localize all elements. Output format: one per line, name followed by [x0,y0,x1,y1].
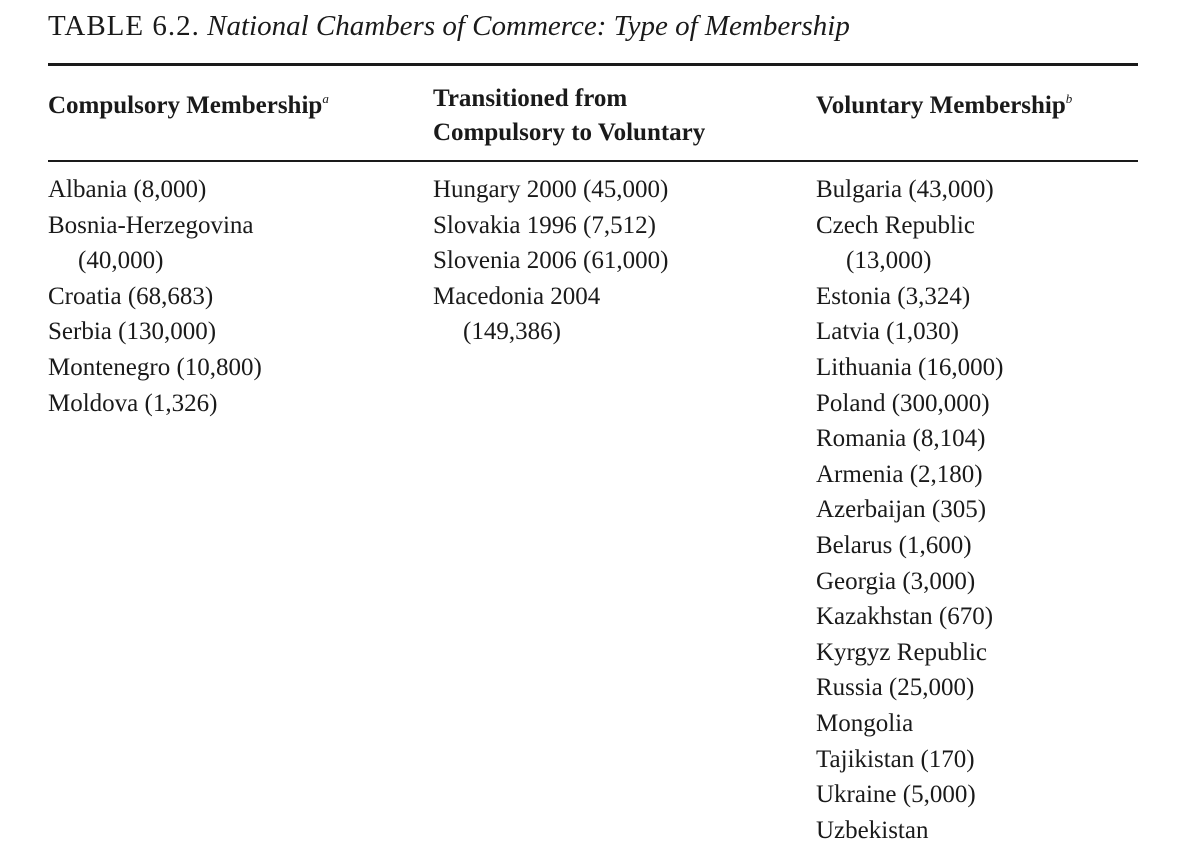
list-item: Bosnia-Herzegovina (40,000) [48,208,262,279]
top-rule [48,63,1138,66]
list-item: Belarus (1,600) [816,528,1003,564]
header-compulsory: Compulsory Membershipa [48,82,329,123]
item-text: Poland (300,000) [816,389,990,417]
list-item: Bulgaria (43,000) [816,172,1003,208]
item-text: Belarus (1,600) [816,531,972,559]
header-line: Voluntary Membershipb [816,91,1073,119]
table-title: TABLE 6.2. National Chambers of Commerce… [48,10,850,43]
item-text: Slovenia 2006 (61,000) [433,247,669,275]
item-text: Kyrgyz Republic [816,638,988,666]
list-item: Ukraine (5,000) [816,777,1003,813]
list-item: Slovakia 1996 (7,512) [433,208,668,244]
list-item: Estonia (3,324) [816,279,1003,315]
list-item: Serbia (130,000) [48,314,262,350]
item-text: Hungary 2000 (45,000) [433,176,669,203]
column-compulsory: Albania (8,000) Bosnia-Herzegovina (40,000… [48,172,262,421]
list-item: Georgia (3,000) [816,564,1003,600]
item-text: Slovakia 1996 (7,512) [433,211,656,239]
header-line: Compulsory Membershipa [48,91,329,119]
item-text: Bulgaria (43,000) [816,176,994,203]
list-item: Uzbekistan [816,813,1003,849]
item-text: Azerbaijan (305) [816,496,987,524]
list-item: Mongolia [816,706,1003,742]
item-text: Mongolia [816,709,914,737]
list-item: Kyrgyz Republic [816,635,1003,671]
list-item: Tajikistan (170) [816,742,1003,778]
item-continuation: (149,386) [463,318,561,346]
list-item: Poland (300,000) [816,386,1003,422]
item-text: Armenia (2,180) [816,460,983,488]
header-rule [48,160,1138,162]
item-continuation: (40,000) [78,247,164,275]
list-item: Kazakhstan (670) [816,599,1003,635]
list-item: Montenegro (10,800) [48,350,262,386]
header-line: Transitioned from [433,85,628,112]
list-item: Lithuania (16,000) [816,350,1003,386]
column-transitioned: Hungary 2000 (45,000) Slovakia 1996 (7,51… [433,172,668,350]
item-text: Albania (8,000) [48,176,207,203]
item-text: Bosnia-Herzegovina [48,211,254,239]
item-continuation: (13,000) [846,247,932,275]
header-voluntary: Voluntary Membershipb [816,82,1072,123]
list-item: Slovenia 2006 (61,000) [433,243,668,279]
item-text: Czech Republic [816,211,975,239]
table-label: TABLE 6.2. [48,10,200,42]
item-text: Georgia (3,000) [816,567,976,595]
item-text: Kazakhstan (670) [816,603,994,631]
item-text: Croatia (68,683) [48,282,214,310]
item-text: Estonia (3,324) [816,282,971,310]
list-item: Czech Republic (13,000) [816,208,1003,279]
column-voluntary: Bulgaria (43,000) Czech Republic (13,000) E… [816,172,1003,848]
item-text: Tajikistan (170) [816,745,975,773]
list-item: Romania (8,104) [816,421,1003,457]
list-item: Latvia (1,030) [816,314,1003,350]
header-line: Compulsory to Voluntary [433,119,706,146]
item-text: Macedonia 2004 [433,282,601,310]
list-item: Moldova (1,326) [48,386,262,422]
list-item: Russia (25,000) [816,670,1003,706]
list-item: Armenia (2,180) [816,457,1003,493]
item-text: Montenegro (10,800) [48,353,262,381]
header-transitioned: Transitioned from Compulsory to Voluntary [433,82,705,150]
list-item: Macedonia 2004 (149,386) [433,279,668,350]
item-text: Uzbekistan [816,816,929,844]
item-text: Lithuania (16,000) [816,353,1004,381]
item-text: Ukraine (5,000) [816,781,976,809]
list-item: Azerbaijan (305) [816,492,1003,528]
list-item: Albania (8,000) [48,172,262,208]
footnote-marker: b [1065,91,1073,106]
table-caption: National Chambers of Commerce: Type of M… [207,10,850,42]
list-item: Hungary 2000 (45,000) [433,172,668,208]
item-text: Moldova (1,326) [48,389,218,417]
list-item: Croatia (68,683) [48,279,262,315]
item-text: Latvia (1,030) [816,318,960,346]
footnote-marker: a [322,91,329,106]
item-text: Serbia (130,000) [48,318,217,346]
item-text: Romania (8,104) [816,425,986,453]
item-text: Russia (25,000) [816,674,975,702]
